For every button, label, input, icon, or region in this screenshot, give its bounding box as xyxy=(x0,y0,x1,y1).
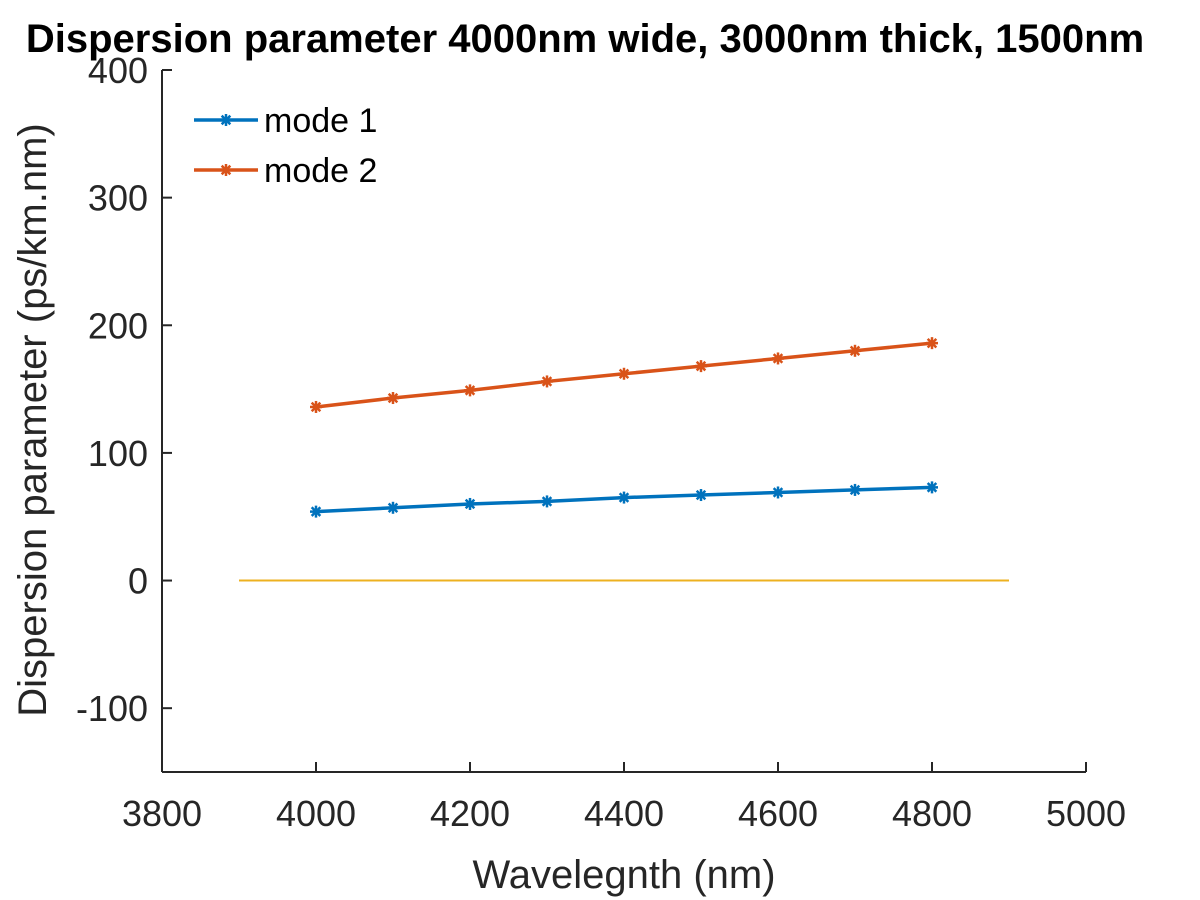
data-point-mode-1 xyxy=(387,501,399,514)
legend-marker-mode-1 xyxy=(220,114,232,126)
data-point-mode-1 xyxy=(541,495,553,508)
y-tick-label: 400 xyxy=(88,50,148,91)
legend-label-mode-1: mode 1 xyxy=(264,102,377,140)
data-point-mode-1 xyxy=(464,497,476,510)
data-point-mode-1 xyxy=(849,483,861,496)
x-tick-label: 5000 xyxy=(1046,793,1126,834)
data-point-mode-2 xyxy=(387,392,399,405)
data-point-mode-2 xyxy=(310,400,322,413)
x-axis-label: Wavelegnth (nm) xyxy=(472,853,775,897)
data-point-mode-2 xyxy=(849,344,861,357)
data-point-mode-1 xyxy=(310,505,322,518)
data-point-mode-1 xyxy=(926,481,938,494)
y-tick-label: 0 xyxy=(128,561,148,602)
y-tick-label: 300 xyxy=(88,178,148,219)
y-tick-label: 200 xyxy=(88,305,148,346)
data-point-mode-2 xyxy=(464,384,476,397)
chart-title: Dispersion parameter 4000nm wide, 3000nm… xyxy=(26,17,1144,61)
series-layer xyxy=(239,337,1009,582)
x-tick-label: 4000 xyxy=(276,793,356,834)
y-tick-label: -100 xyxy=(76,688,148,729)
data-point-mode-2 xyxy=(618,367,630,380)
legend: mode 1 mode 2 xyxy=(194,102,377,190)
legend-marker-mode-2 xyxy=(220,164,232,176)
data-point-mode-2 xyxy=(541,375,553,388)
axes: 3800 4000 4200 4400 4600 4800 5000 -100 0 100 200 3… xyxy=(76,50,1126,834)
y-axis-label: Dispersion parameter (ps/km.nm) xyxy=(11,123,55,717)
x-tick-label: 4800 xyxy=(892,793,972,834)
legend-label-mode-2: mode 2 xyxy=(264,152,377,190)
data-point-mode-1 xyxy=(695,489,707,502)
data-point-mode-2 xyxy=(772,352,784,365)
y-tick-label: 100 xyxy=(88,433,148,474)
data-point-mode-1 xyxy=(618,491,630,504)
data-point-mode-2 xyxy=(695,360,707,373)
data-point-mode-1 xyxy=(772,486,784,499)
x-tick-label: 3800 xyxy=(122,793,202,834)
x-tick-label: 4200 xyxy=(430,793,510,834)
data-point-mode-2 xyxy=(926,337,938,350)
x-tick-label: 4600 xyxy=(738,793,818,834)
x-tick-label: 4400 xyxy=(584,793,664,834)
